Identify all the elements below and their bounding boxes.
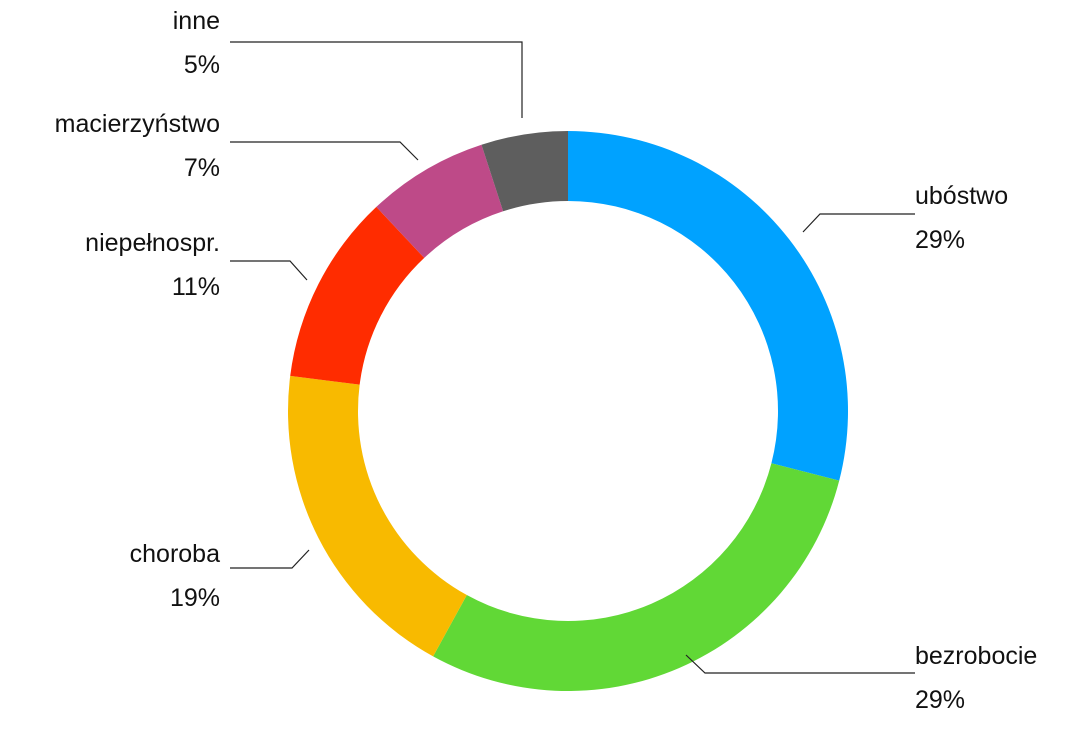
donut-slice-1 xyxy=(433,463,840,691)
slice-label-0: ubóstwo xyxy=(915,182,1008,210)
leader-line-0 xyxy=(802,213,915,233)
slice-label-1: bezrobocie xyxy=(915,642,1037,670)
donut-slice-3 xyxy=(290,206,425,385)
slice-value-label-2: 19% xyxy=(170,584,220,612)
leader-line-5 xyxy=(230,41,523,118)
leader-lines xyxy=(230,41,915,674)
slice-labels: ubóstwo 29% bezrobocie 29% choroba 19% niepełn… xyxy=(55,7,1038,714)
slice-label-4: macierzyństwo xyxy=(55,110,220,138)
leader-line-4 xyxy=(230,141,419,161)
donut-slice-0 xyxy=(568,131,848,481)
donut-slices xyxy=(288,131,848,691)
slice-value-label-1: 29% xyxy=(915,686,965,714)
slice-label-3: niepełnospr. xyxy=(85,229,220,257)
donut-slice-2 xyxy=(288,375,467,657)
slice-value-label-0: 29% xyxy=(915,226,965,254)
slice-value-label-4: 7% xyxy=(184,154,220,182)
slice-value-label-3: 11% xyxy=(172,273,220,301)
slice-label-2: choroba xyxy=(130,540,220,568)
donut-slice-4 xyxy=(376,144,504,258)
slice-label-5: inne xyxy=(173,7,220,35)
leader-line-1 xyxy=(685,654,915,674)
donut-slice-5 xyxy=(481,131,568,212)
leader-line-2 xyxy=(230,549,310,569)
leader-line-3 xyxy=(230,260,308,281)
slice-value-label-5: 5% xyxy=(184,51,220,79)
